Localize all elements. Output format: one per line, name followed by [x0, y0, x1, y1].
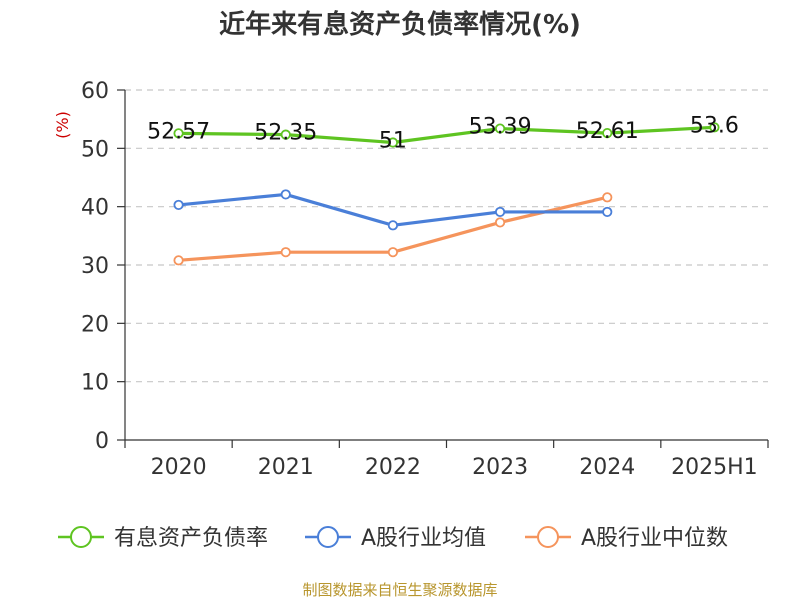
x-tick-label: 2021	[258, 455, 314, 480]
data-point-0	[387, 137, 399, 148]
series-layer	[173, 122, 720, 266]
legend-marker	[70, 526, 92, 548]
data-label: 51	[379, 129, 407, 154]
y-axis-label: (%)	[53, 111, 72, 139]
chart-title: 近年来有息资产负债率情况(%)	[219, 9, 581, 40]
data-point-2	[602, 192, 613, 203]
data-point-1	[280, 189, 291, 200]
data-point-0	[602, 128, 613, 139]
series-line-0	[178, 125, 715, 145]
data-point-0	[494, 123, 506, 134]
data-label: 52.57	[147, 119, 210, 144]
source-note: 制图数据来自恒生聚源数据库	[302, 581, 497, 599]
data-label: 52.35	[254, 121, 317, 146]
legend: 有息资产负债率 A股行业均值 A股行业中位数	[58, 526, 728, 551]
y-tick-label: 60	[81, 79, 109, 104]
x-tick-label: 2020	[151, 455, 207, 480]
data-point-2	[173, 255, 184, 266]
legend-item-0: 有息资产负债率	[58, 526, 268, 551]
legend-label: 有息资产负债率	[114, 526, 268, 551]
data-point-0	[280, 129, 291, 140]
axes: 0 10 20 30 40 50 60 2020 2021 2022 2023 2024 2025H1	[81, 79, 769, 480]
data-point-1	[387, 220, 399, 231]
legend-marker	[537, 526, 559, 548]
data-point-2	[494, 217, 506, 228]
legend-label: A股行业均值	[361, 526, 486, 551]
data-point-1	[602, 206, 613, 218]
legend-marker	[317, 526, 339, 548]
grid-lines	[125, 89, 768, 383]
legend-item-2: A股行业中位数	[525, 526, 728, 551]
x-tick-label: 2025H1	[671, 455, 758, 480]
y-tick-label: 10	[81, 371, 109, 396]
data-point-2	[280, 247, 291, 258]
data-point-1	[494, 206, 506, 218]
x-tick-label: 2022	[365, 455, 421, 480]
y-tick-label: 50	[81, 137, 109, 162]
x-tick-label: 2024	[579, 455, 635, 480]
data-label: 53.39	[469, 115, 532, 140]
data-point-1	[173, 199, 184, 211]
data-labels: 52.57 52.35 51 53.39 52.61 53.6	[147, 113, 739, 153]
legend-label: A股行业中位数	[581, 526, 728, 551]
y-tick-label: 40	[81, 196, 109, 221]
data-point-0	[709, 122, 720, 133]
y-tick-label: 0	[95, 429, 109, 454]
data-label: 52.61	[576, 119, 639, 144]
y-tick-label: 20	[81, 312, 109, 337]
y-tick-label: 30	[81, 254, 109, 279]
data-point-2	[387, 247, 399, 258]
data-point-0	[173, 128, 184, 139]
x-tick-label: 2023	[472, 455, 528, 480]
legend-item-1: A股行业均值	[305, 526, 486, 551]
data-label: 53.6	[690, 113, 739, 138]
